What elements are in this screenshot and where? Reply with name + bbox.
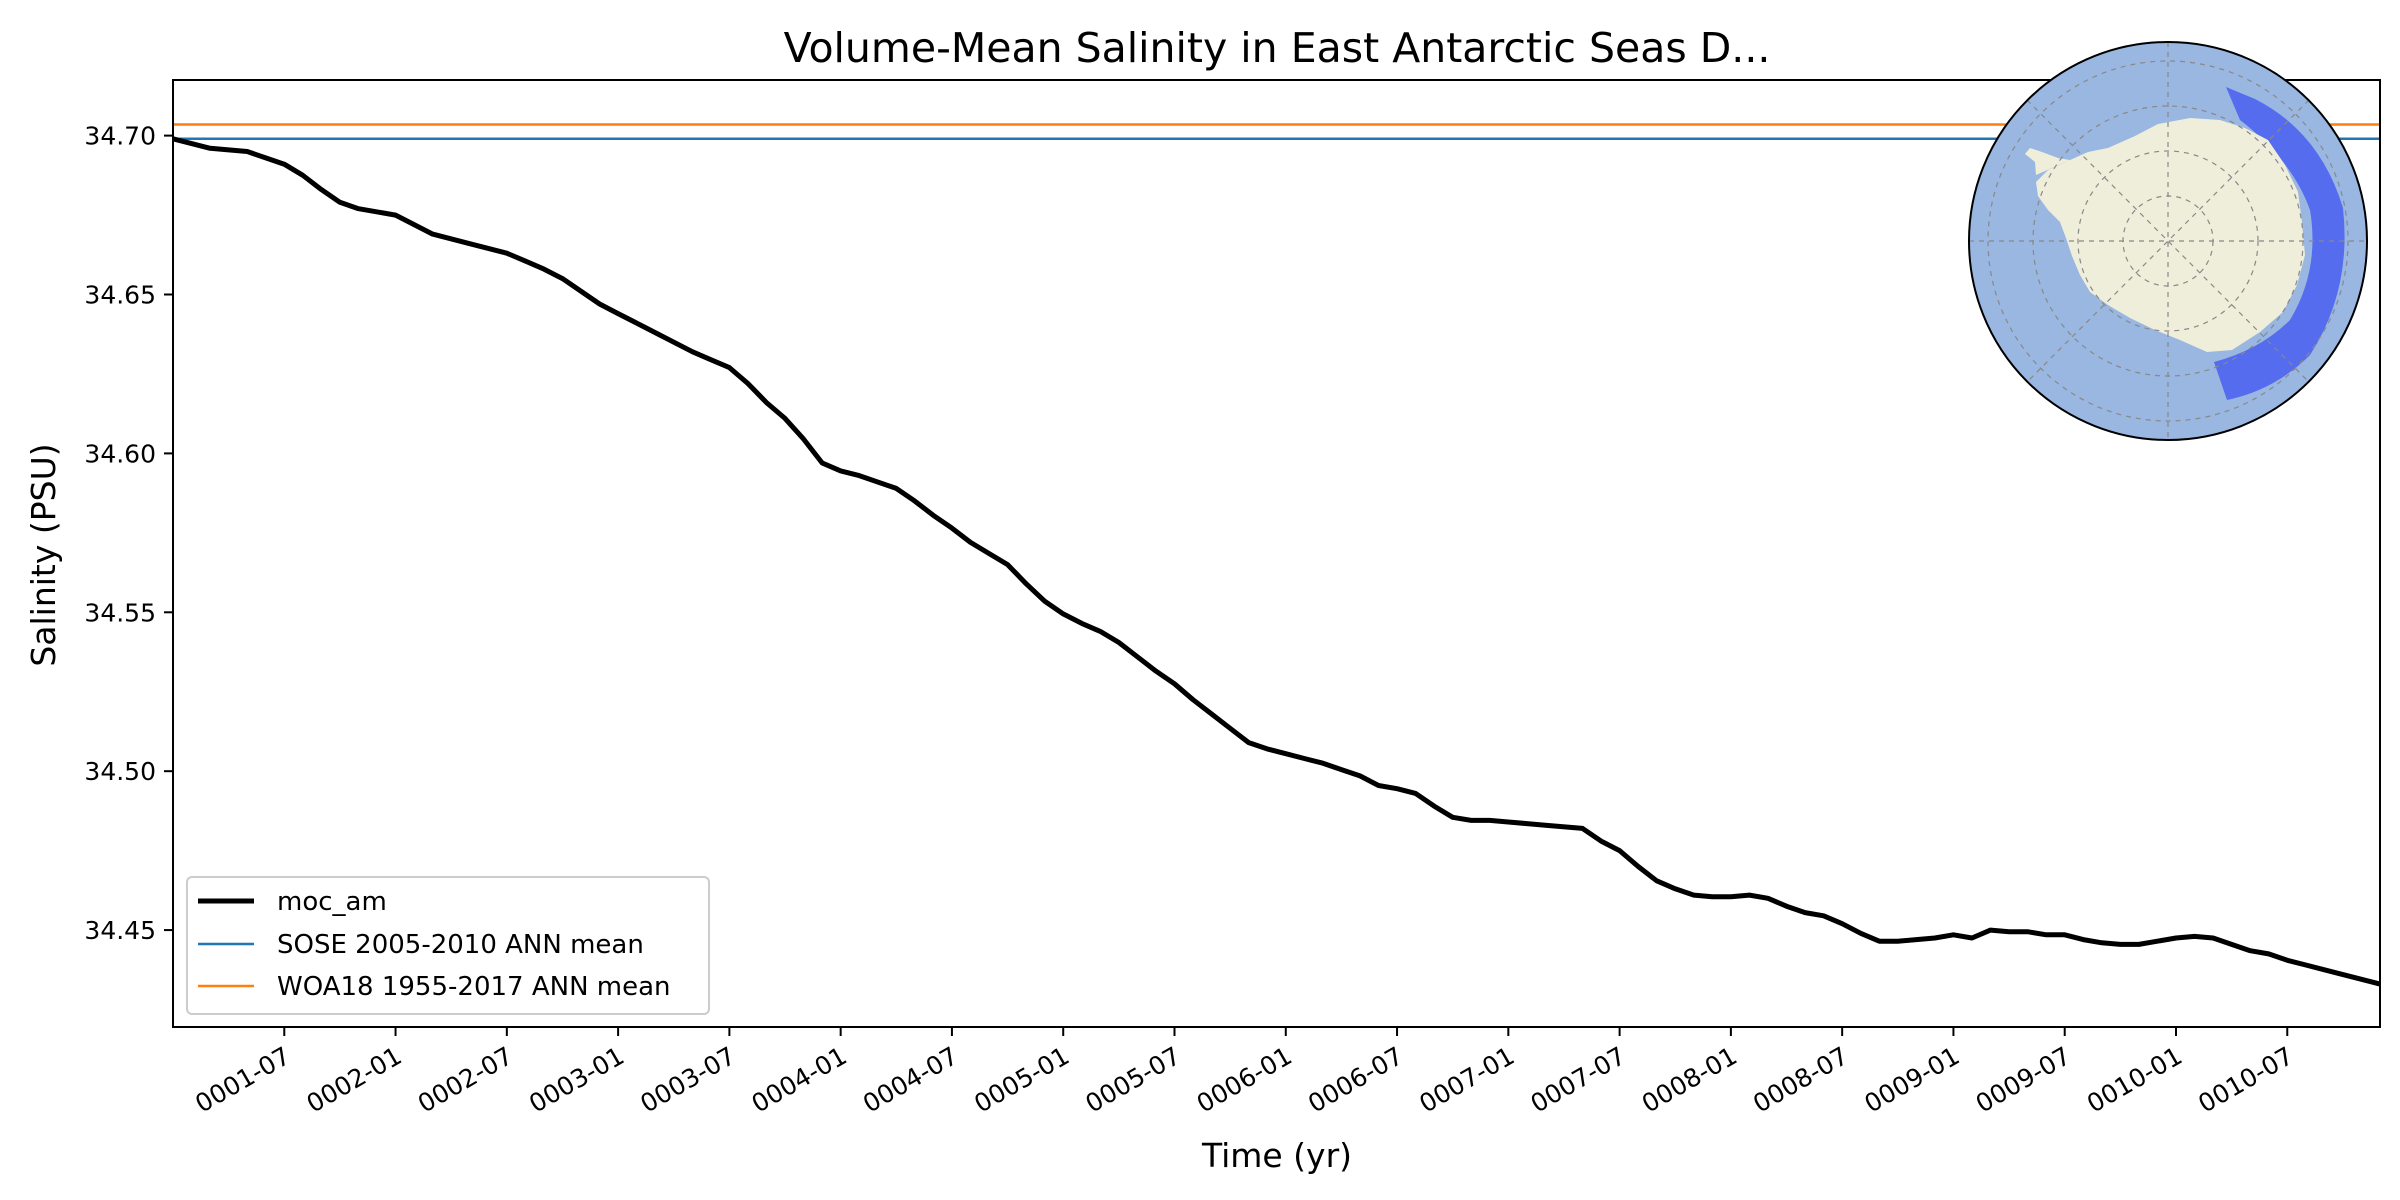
x-tick-label: 0006-07 bbox=[1303, 1041, 1408, 1118]
x-tick-label: 0008-07 bbox=[1748, 1041, 1853, 1118]
x-tick-label: 0004-01 bbox=[747, 1041, 852, 1118]
antarctica-land bbox=[2036, 118, 2305, 352]
series-line-moc-am bbox=[172, 136, 2381, 987]
legend-label-woa18: WOA18 1955-2017 ANN mean bbox=[277, 972, 671, 1002]
y-tick-label: 34.60 bbox=[84, 439, 156, 468]
x-tick-label: 0010-01 bbox=[2082, 1041, 2187, 1118]
y-tick-label: 34.45 bbox=[84, 916, 156, 945]
y-tick-label: 34.70 bbox=[84, 122, 156, 151]
east-antarctic-region bbox=[2214, 87, 2345, 400]
x-tick-label: 0003-07 bbox=[635, 1041, 740, 1118]
x-tick-label: 0004-07 bbox=[858, 1041, 963, 1118]
x-tick-label: 0009-07 bbox=[1971, 1041, 2076, 1118]
legend: moc_am SOSE 2005-2010 ANN mean WOA18 195… bbox=[186, 876, 710, 1015]
legend-box bbox=[186, 876, 710, 1015]
antarctic-peninsula bbox=[2025, 148, 2070, 175]
y-axis-label: Salinity (PSU) bbox=[24, 443, 63, 666]
x-tick-label: 0002-01 bbox=[302, 1041, 407, 1118]
x-tick-label: 0007-07 bbox=[1526, 1041, 1631, 1118]
x-tick-label: 0005-07 bbox=[1081, 1041, 1186, 1118]
y-tick-label: 34.65 bbox=[84, 281, 156, 310]
x-tick-label: 0001-07 bbox=[190, 1041, 295, 1118]
axes-frame bbox=[172, 79, 2381, 1028]
globe-outline bbox=[1968, 41, 2368, 441]
x-tick-label: 0010-07 bbox=[2193, 1041, 2298, 1118]
legend-label-sose: SOSE 2005-2010 ANN mean bbox=[277, 930, 644, 960]
x-tick-label: 0003-01 bbox=[524, 1041, 629, 1118]
x-tick-label: 0009-01 bbox=[1859, 1041, 1964, 1118]
y-tick-label: 34.50 bbox=[84, 757, 156, 786]
x-tick-label: 0006-01 bbox=[1192, 1041, 1297, 1118]
antarctica-inset-map bbox=[1968, 41, 2368, 441]
y-tick-label: 34.55 bbox=[84, 598, 156, 627]
legend-label-moc-am: moc_am bbox=[277, 887, 387, 917]
x-tick-label: 0008-01 bbox=[1637, 1041, 1742, 1118]
x-tick-label: 0005-01 bbox=[969, 1041, 1074, 1118]
x-axis-label: Time (yr) bbox=[1201, 1136, 1352, 1175]
x-tick-label: 0007-01 bbox=[1414, 1041, 1519, 1118]
chart-title: Volume-Mean Salinity in East Antarctic S… bbox=[784, 24, 1771, 72]
x-tick-label: 0002-07 bbox=[413, 1041, 518, 1118]
